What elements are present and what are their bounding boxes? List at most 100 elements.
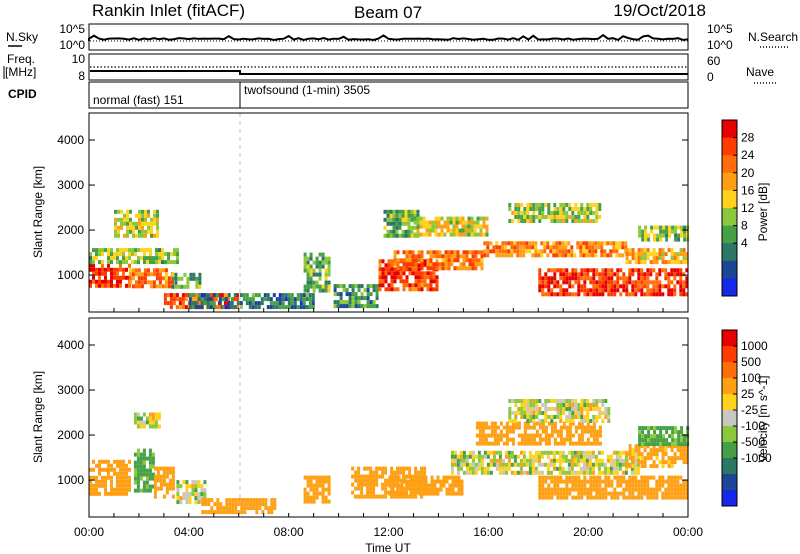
echo-cell-velocity <box>592 403 596 407</box>
echo-cell-power <box>417 271 421 276</box>
echo-cell-power <box>435 262 439 267</box>
echo-cell-power <box>562 215 566 219</box>
echo-cell-power <box>171 284 175 289</box>
echo-cell-velocity <box>315 479 319 484</box>
echo-cell-velocity <box>610 483 614 488</box>
echo-cell-velocity <box>655 464 659 469</box>
echo-cell-velocity <box>580 403 584 407</box>
xtick-label: 00:00 <box>74 525 104 539</box>
echo-cell-power <box>556 207 560 211</box>
echo-cell-velocity <box>526 399 530 403</box>
echo-cell-power <box>396 287 400 292</box>
echo-cell-velocity <box>547 441 551 446</box>
echo-cell-velocity <box>514 399 518 403</box>
echo-cell-power <box>640 248 644 253</box>
echo-cell-velocity <box>357 474 361 479</box>
echo-cell-power <box>592 219 596 223</box>
echo-cell-velocity <box>589 475 593 480</box>
echo-cell-power <box>128 252 131 257</box>
echo-cell-power <box>467 220 471 225</box>
echo-cell-power <box>197 297 201 302</box>
echo-cell-power <box>583 207 587 211</box>
echo-cell-velocity <box>529 407 533 411</box>
echo-cell-power <box>407 209 411 214</box>
echo-cell-velocity <box>396 486 400 491</box>
echo-cell-power <box>156 209 159 214</box>
echo-cell-velocity <box>537 450 541 455</box>
echo-cell-power <box>212 293 216 298</box>
xtick-label: 12:00 <box>373 525 403 539</box>
echo-cell-power <box>195 284 199 289</box>
echo-cell-power <box>631 280 635 285</box>
echo-cell-velocity <box>559 399 563 403</box>
echo-cell-velocity <box>562 399 566 403</box>
echo-cell-velocity <box>606 466 610 471</box>
echo-cell-power <box>393 254 397 259</box>
echo-cell-power <box>138 233 141 238</box>
echo-cell-velocity <box>559 425 563 430</box>
echo-cell-velocity <box>598 483 602 488</box>
echo-cell-power <box>461 224 465 229</box>
echo-cell-power <box>685 280 689 285</box>
echo-cell-velocity <box>671 430 675 435</box>
echo-cell-power <box>420 262 424 267</box>
echo-cell-velocity <box>363 474 367 479</box>
echo-cell-power <box>203 297 207 302</box>
echo-cell-power <box>432 262 436 267</box>
echo-cell-velocity <box>502 433 506 438</box>
echo-cell-power <box>384 279 388 284</box>
echo-cell-power <box>221 305 225 310</box>
echo-cell-power <box>104 283 107 288</box>
echo-cell-power <box>150 217 153 222</box>
echo-cell-velocity <box>194 500 198 505</box>
echo-cell-power <box>98 271 101 276</box>
echo-cell-velocity <box>559 475 563 480</box>
echo-cell-power <box>583 219 587 223</box>
echo-cell-power <box>405 283 409 288</box>
echo-cell-power <box>104 279 107 284</box>
echo-cell-power <box>625 292 629 297</box>
echo-cell-power <box>378 267 382 272</box>
echo-cell-velocity <box>399 466 403 471</box>
echo-cell-velocity <box>679 495 683 500</box>
echo-cell-power <box>434 220 438 225</box>
echo-cell-power <box>383 209 387 214</box>
echo-cell-power <box>568 207 572 211</box>
echo-cell-power <box>510 249 514 254</box>
echo-cell-velocity <box>511 411 515 415</box>
echo-cell-velocity <box>631 491 635 496</box>
echo-cell-power <box>464 232 468 237</box>
echo-cell-velocity <box>535 441 539 446</box>
echo-cell-velocity <box>638 434 642 439</box>
echo-cell-velocity <box>659 442 663 447</box>
echo-cell-power <box>631 256 635 261</box>
echo-cell-power <box>655 260 659 265</box>
echo-cell-velocity <box>637 495 641 500</box>
echo-cell-velocity <box>589 487 593 492</box>
echo-cell-velocity <box>565 407 569 411</box>
echo-cell-velocity <box>315 475 319 480</box>
echo-cell-velocity <box>496 433 500 438</box>
echo-cell-velocity <box>264 506 268 511</box>
echo-cell-velocity <box>243 498 247 503</box>
echo-cell-velocity <box>412 479 416 484</box>
echo-cell-velocity <box>459 458 463 463</box>
echo-cell-velocity <box>110 475 113 480</box>
echo-cell-power <box>131 268 135 273</box>
echo-cell-power <box>239 301 243 306</box>
echo-cell-power <box>116 256 119 261</box>
echo-cell-velocity <box>641 430 645 435</box>
echo-cell-velocity <box>153 490 157 495</box>
echo-cell-velocity <box>550 487 554 492</box>
echo-cell-velocity <box>685 483 689 488</box>
echo-cell-power <box>679 260 683 265</box>
echo-cell-velocity <box>408 470 412 475</box>
echo-cell-power <box>402 266 406 271</box>
echo-cell-power <box>89 252 92 257</box>
echo-cell-power <box>456 250 460 255</box>
echo-cell-power <box>592 211 596 215</box>
echo-cell-power <box>438 266 442 271</box>
echo-cell-velocity <box>559 491 563 496</box>
echo-cell-velocity <box>586 407 590 411</box>
echo-cell-power <box>547 292 551 297</box>
